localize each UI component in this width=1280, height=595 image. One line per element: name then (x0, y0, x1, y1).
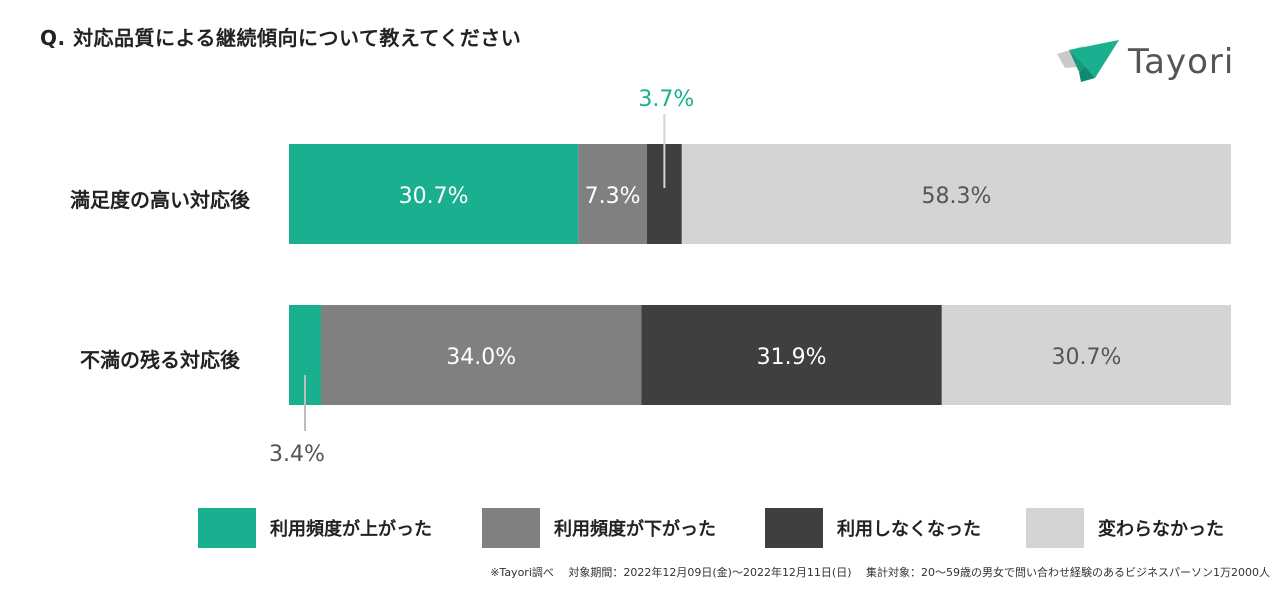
stacked-bar-chart: 30.7% 7.3% 3.7% 58.3% 3.4% 34.0% 31.9% 30.7% (269, 87, 1231, 467)
data-label-unchanged-row1: 30.7% (1051, 345, 1121, 370)
footnote: ※Tayori調べ 対象期間：2022年12月09日(金)～2022年12月11… (490, 566, 1270, 579)
row-label-satisfied: 満足度の高い対応後 (70, 188, 250, 212)
legend-label-up: 利用頻度が上がった (270, 519, 432, 540)
legend-swatch-up (198, 508, 256, 548)
legend-label-unchanged: 変わらなかった (1098, 519, 1224, 540)
row-label-dissatisfied: 不満の残る対応後 (80, 348, 240, 372)
legend-label-stopped: 利用しなくなった (837, 519, 981, 540)
legend-item-stopped: 利用しなくなった (765, 508, 981, 548)
legend-swatch-stopped (765, 508, 823, 548)
bar-stopped-row1 (641, 305, 942, 405)
bar-unchanged-row0 (681, 144, 1231, 244)
data-label-stopped-row1: 31.9% (757, 345, 827, 370)
legend-item-up: 利用頻度が上がった (198, 508, 432, 548)
data-label-unchanged-row0: 58.3% (921, 184, 991, 209)
legend-item-unchanged: 変わらなかった (1026, 508, 1224, 548)
data-label-down-row0: 7.3% (585, 184, 641, 209)
bar-down-row0 (578, 144, 647, 244)
bar-up-row0 (289, 144, 579, 244)
logo-text: Tayori (1128, 42, 1235, 82)
legend-item-down: 利用頻度が下がった (482, 508, 716, 548)
bar-unchanged-row1 (941, 305, 1231, 405)
data-label-up-row0: 30.7% (399, 184, 469, 209)
paper-plane-icon (1057, 40, 1119, 82)
legend-label-down: 利用頻度が下がった (554, 519, 716, 540)
tayori-logo: Tayori (1055, 38, 1255, 88)
legend-swatch-unchanged (1026, 508, 1084, 548)
data-label-stopped-row0: 3.7% (638, 87, 694, 112)
bar-down-row1 (321, 305, 642, 405)
legend-swatch-down (482, 508, 540, 548)
question-title: Q. 対応品質による継続傾向について教えてください (40, 26, 522, 50)
data-label-up-row1: 3.4% (269, 442, 325, 467)
data-label-down-row1: 34.0% (446, 345, 516, 370)
